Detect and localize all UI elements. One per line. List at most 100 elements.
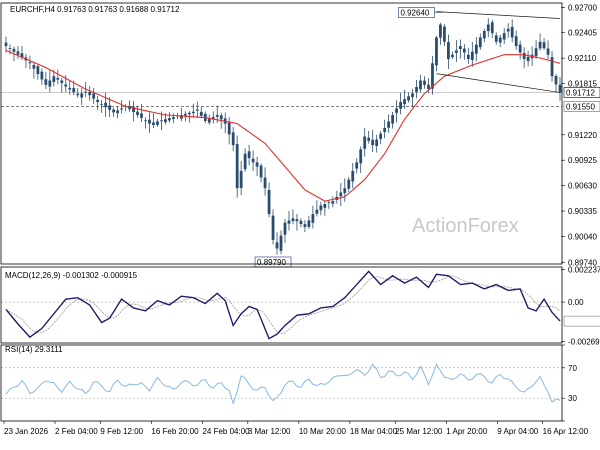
candle-body <box>52 76 56 82</box>
price-tick-label: 0.92405 <box>568 29 597 38</box>
candle-body <box>439 24 442 38</box>
price-tick-label: 0.92110 <box>568 54 597 63</box>
moving-average-line <box>5 49 561 202</box>
price-marker-box <box>563 87 600 98</box>
candle-body <box>474 44 478 54</box>
rsi-tick-label: 70 <box>568 364 577 373</box>
candle-body <box>423 80 426 85</box>
x-tick-label: 16 Feb 20:00 <box>151 427 199 436</box>
candle-body <box>435 37 438 66</box>
x-tick-label: 16 Apr 12:00 <box>543 427 589 436</box>
candle-body <box>502 33 506 40</box>
candle-body <box>140 113 143 118</box>
x-tick-label: 24 Feb 04:00 <box>202 427 250 436</box>
candle-body <box>411 93 414 98</box>
macd-marker-box <box>563 315 600 327</box>
candle-body <box>120 108 123 110</box>
candle-body <box>486 24 490 32</box>
candle-body <box>136 111 139 115</box>
price-tick-label: 0.91815 <box>568 80 597 89</box>
price-tick-label: 0.92700 <box>568 3 597 12</box>
candle-body <box>546 48 550 55</box>
candle-body <box>339 192 343 197</box>
macd-panel: 0.002237 0.00 -0.002693 <box>1 265 600 346</box>
candle-body <box>219 115 223 120</box>
candle-body <box>104 102 108 108</box>
channel-upper-line <box>436 11 561 19</box>
candle-body <box>199 111 203 116</box>
candle-body <box>299 220 303 225</box>
candle-body <box>490 22 494 34</box>
candle-body <box>100 103 104 105</box>
candle-body <box>542 42 546 49</box>
candle-body <box>231 132 235 146</box>
candle-body <box>327 202 331 203</box>
candle-body <box>454 50 458 53</box>
candle-body <box>116 110 119 114</box>
macd-tick-label: -0.002693 <box>568 337 600 346</box>
candle-body <box>164 119 167 123</box>
candle-body <box>160 120 163 122</box>
candle-body <box>247 151 251 159</box>
price-marker-label: 0.91712 <box>566 88 595 97</box>
candle-body <box>191 111 195 114</box>
candle-body <box>347 179 351 189</box>
candle-body <box>518 44 522 53</box>
candle-body <box>64 84 68 87</box>
candle-body <box>20 53 24 58</box>
candle-body <box>112 109 116 113</box>
macd-tick-label: 0.00 <box>568 298 584 307</box>
candle-body <box>144 120 147 122</box>
candle-body <box>291 218 295 222</box>
x-tick-label: 25 Mar 12:00 <box>395 427 443 436</box>
candle-body <box>450 54 454 58</box>
candle-body <box>40 71 44 80</box>
candle-body <box>32 64 36 69</box>
candle-body <box>482 30 486 39</box>
macd-line <box>5 270 561 340</box>
candle-body <box>283 222 287 235</box>
candle-body <box>550 57 554 77</box>
candle-body <box>319 205 323 211</box>
candle-body <box>179 114 183 119</box>
candle-body <box>72 88 76 93</box>
candle-body <box>171 117 175 119</box>
candle-body <box>383 127 387 132</box>
candle-body <box>44 79 48 85</box>
x-tick-label: 9 Apr 04:00 <box>497 427 538 436</box>
price-header: EURCHF,H4 0.91763 0.91763 0.91688 0.9171… <box>10 5 180 14</box>
candle-body <box>371 139 375 146</box>
candle-body <box>215 114 219 117</box>
price-tick-label: 0.90040 <box>568 232 597 241</box>
candle-body <box>403 99 406 105</box>
candle-body <box>526 56 530 62</box>
candle-body <box>478 37 482 48</box>
macd-tick-label: 0.002237 <box>568 265 600 274</box>
candle-body <box>534 48 538 57</box>
price-marker-box <box>563 101 600 112</box>
candle-body <box>303 224 307 227</box>
price-panel: 0.92700 0.92405 0.92110 0.91815 0.91220 0.909… <box>1 3 600 268</box>
candle-body <box>279 235 283 251</box>
watermark: ActionForex <box>412 215 519 237</box>
rsi-line <box>5 363 561 406</box>
candle-body <box>470 51 474 61</box>
candle-body <box>522 52 526 59</box>
x-tick-label: 18 Mar 04:00 <box>350 427 398 436</box>
candle-body <box>466 54 470 59</box>
x-tick-label: 23 Jan 2026 <box>4 427 49 436</box>
candle-body <box>12 48 16 52</box>
candle-body <box>379 133 383 140</box>
candle-body <box>243 153 247 170</box>
candle-body <box>419 80 422 90</box>
annotation-box <box>398 7 435 18</box>
price-tick-label: 0.89740 <box>568 258 597 267</box>
candle-body <box>391 114 395 124</box>
candle-body <box>538 41 542 49</box>
candle-body <box>431 63 434 89</box>
candle-body <box>36 66 40 75</box>
candle-body <box>156 121 159 125</box>
x-tick-label: 3 Mar 12:00 <box>248 427 291 436</box>
candle-body <box>510 26 514 38</box>
